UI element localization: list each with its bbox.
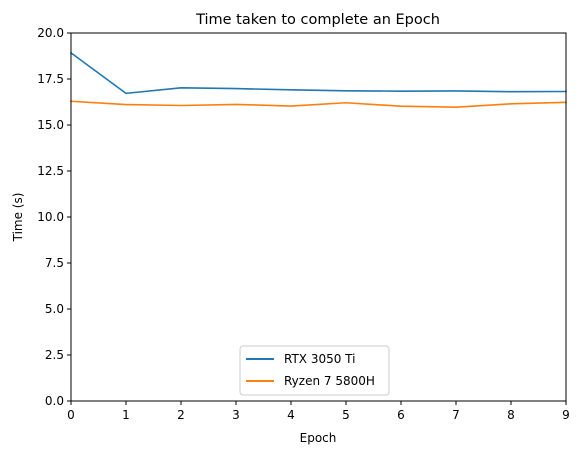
y-tick-label: 2.5 — [45, 348, 64, 362]
y-tick-label: 20.0 — [37, 26, 64, 40]
y-tick-label: 17.5 — [37, 72, 64, 86]
x-tick-label: 7 — [452, 408, 460, 422]
x-tick-label: 5 — [342, 408, 350, 422]
series-line-rtx-3050-ti — [69, 51, 567, 95]
y-axis-ticks: 0.0 2.5 5.0 7.5 10.0 12.5 15.0 17.5 20.0 — [37, 26, 71, 408]
x-axis-label: Epoch — [300, 431, 337, 445]
y-tick-label: 10.0 — [37, 210, 64, 224]
y-axis-label: Time (s) — [11, 193, 25, 243]
y-tick-label: 15.0 — [37, 118, 64, 132]
legend-label-rtx-3050-ti: RTX 3050 Ti — [284, 352, 355, 366]
x-tick-label: 4 — [287, 408, 295, 422]
x-tick-label: 9 — [562, 408, 570, 422]
legend-box — [239, 345, 390, 396]
series-line-ryzen-7-5800h — [70, 100, 567, 108]
x-tick-label: 2 — [177, 408, 185, 422]
series-layer — [69, 51, 567, 108]
x-tick-label: 6 — [397, 408, 405, 422]
legend: RTX 3050 Ti Ryzen 7 5800H — [239, 345, 390, 396]
y-tick-label: 0.0 — [45, 394, 64, 408]
x-axis-ticks: 0 1 2 3 4 5 6 7 8 9 — [67, 401, 570, 422]
legend-label-ryzen-7-5800h: Ryzen 7 5800H — [284, 374, 375, 388]
x-tick-label: 0 — [67, 408, 75, 422]
y-tick-label: 5.0 — [45, 302, 64, 316]
chart-title: Time taken to complete an Epoch — [195, 12, 440, 28]
x-tick-label: 8 — [507, 408, 515, 422]
y-tick-label: 12.5 — [37, 164, 64, 178]
plot-area — [71, 33, 566, 401]
x-tick-label: 1 — [122, 408, 130, 422]
y-tick-label: 7.5 — [45, 256, 64, 270]
x-tick-label: 3 — [232, 408, 240, 422]
